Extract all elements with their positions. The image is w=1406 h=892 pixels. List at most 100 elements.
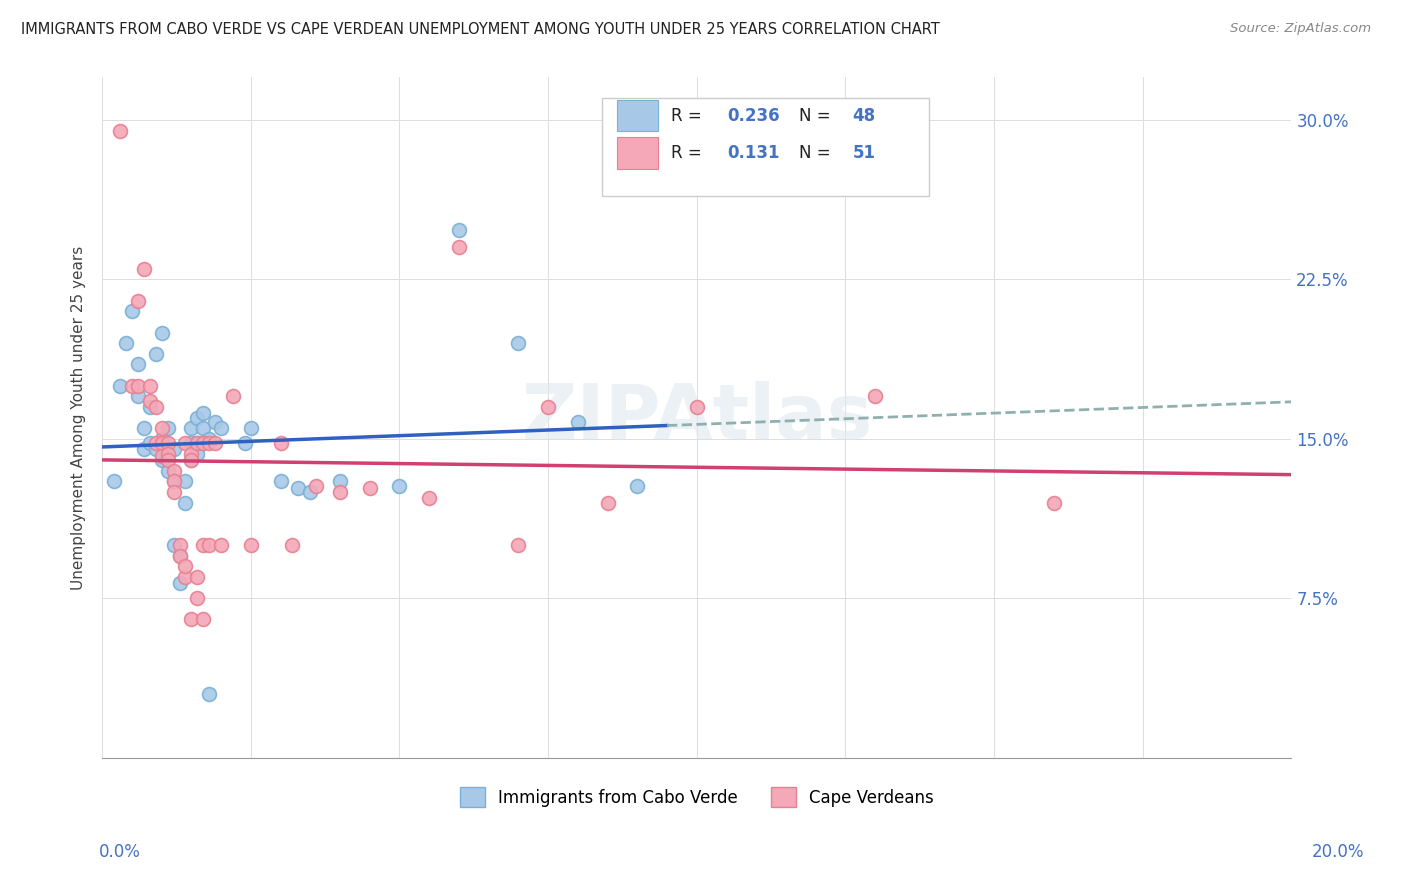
- Point: [162, 475, 184, 489]
- Point: [139, 378, 162, 392]
- Point: [162, 485, 184, 500]
- Point: [537, 400, 560, 414]
- Text: R =: R =: [671, 106, 702, 125]
- Point: [180, 453, 202, 467]
- Point: [145, 347, 167, 361]
- Point: [115, 336, 138, 351]
- Point: [270, 436, 292, 450]
- Point: [150, 326, 173, 340]
- Point: [150, 421, 173, 435]
- Point: [121, 378, 143, 392]
- Point: [186, 410, 208, 425]
- Point: [132, 421, 155, 435]
- Point: [418, 491, 440, 506]
- Point: [686, 400, 709, 414]
- FancyBboxPatch shape: [617, 100, 658, 131]
- Point: [139, 393, 162, 408]
- Point: [359, 481, 381, 495]
- Point: [186, 591, 208, 606]
- Point: [162, 538, 184, 552]
- Point: [186, 436, 208, 450]
- Point: [447, 223, 470, 237]
- Point: [156, 453, 179, 467]
- Point: [127, 358, 149, 372]
- Point: [186, 570, 208, 584]
- Text: N =: N =: [799, 106, 831, 125]
- Point: [186, 447, 208, 461]
- Point: [388, 478, 411, 492]
- Point: [162, 475, 184, 489]
- Point: [156, 421, 179, 435]
- Point: [508, 538, 530, 552]
- Point: [193, 436, 215, 450]
- Point: [209, 538, 232, 552]
- Point: [174, 495, 197, 509]
- Point: [186, 436, 208, 450]
- Point: [174, 559, 197, 574]
- Point: [169, 576, 191, 591]
- Point: [150, 449, 173, 463]
- Point: [863, 389, 886, 403]
- Text: N =: N =: [799, 144, 831, 162]
- Point: [204, 436, 226, 450]
- Text: 48: 48: [852, 106, 876, 125]
- Point: [108, 378, 131, 392]
- Point: [239, 421, 262, 435]
- Text: Source: ZipAtlas.com: Source: ZipAtlas.com: [1230, 22, 1371, 36]
- Point: [145, 442, 167, 457]
- Point: [287, 481, 309, 495]
- Point: [180, 447, 202, 461]
- Point: [329, 485, 352, 500]
- Point: [174, 570, 197, 584]
- Point: [162, 464, 184, 478]
- Point: [150, 453, 173, 467]
- Point: [193, 538, 215, 552]
- Point: [270, 475, 292, 489]
- Text: 51: 51: [852, 144, 876, 162]
- Point: [180, 421, 202, 435]
- Text: ZIPAtlas: ZIPAtlas: [522, 381, 872, 455]
- Point: [447, 240, 470, 254]
- Point: [127, 293, 149, 308]
- Point: [145, 436, 167, 450]
- Point: [209, 421, 232, 435]
- Point: [281, 538, 304, 552]
- Point: [103, 475, 125, 489]
- Point: [198, 687, 221, 701]
- Legend: Immigrants from Cabo Verde, Cape Verdeans: Immigrants from Cabo Verde, Cape Verdean…: [453, 780, 941, 814]
- Point: [508, 336, 530, 351]
- Text: 0.0%: 0.0%: [98, 843, 141, 861]
- Point: [596, 495, 619, 509]
- Point: [145, 400, 167, 414]
- Point: [222, 389, 245, 403]
- Point: [169, 549, 191, 563]
- Point: [1042, 495, 1064, 509]
- Point: [156, 447, 179, 461]
- Point: [180, 612, 202, 626]
- Point: [299, 485, 322, 500]
- Point: [174, 475, 197, 489]
- Point: [193, 421, 215, 435]
- Text: 0.236: 0.236: [728, 106, 780, 125]
- Y-axis label: Unemployment Among Youth under 25 years: Unemployment Among Youth under 25 years: [72, 245, 86, 590]
- Text: IMMIGRANTS FROM CABO VERDE VS CAPE VERDEAN UNEMPLOYMENT AMONG YOUTH UNDER 25 YEA: IMMIGRANTS FROM CABO VERDE VS CAPE VERDE…: [21, 22, 939, 37]
- Point: [169, 549, 191, 563]
- Text: 0.131: 0.131: [728, 144, 780, 162]
- Point: [132, 442, 155, 457]
- Point: [567, 415, 589, 429]
- Point: [233, 436, 256, 450]
- Point: [198, 538, 221, 552]
- Point: [162, 442, 184, 457]
- Point: [127, 389, 149, 403]
- FancyBboxPatch shape: [602, 98, 928, 196]
- Point: [198, 432, 221, 446]
- FancyBboxPatch shape: [617, 137, 658, 169]
- Point: [108, 123, 131, 137]
- Point: [127, 378, 149, 392]
- Point: [169, 538, 191, 552]
- Point: [132, 261, 155, 276]
- Point: [150, 436, 173, 450]
- Point: [174, 436, 197, 450]
- Point: [193, 612, 215, 626]
- Point: [626, 478, 648, 492]
